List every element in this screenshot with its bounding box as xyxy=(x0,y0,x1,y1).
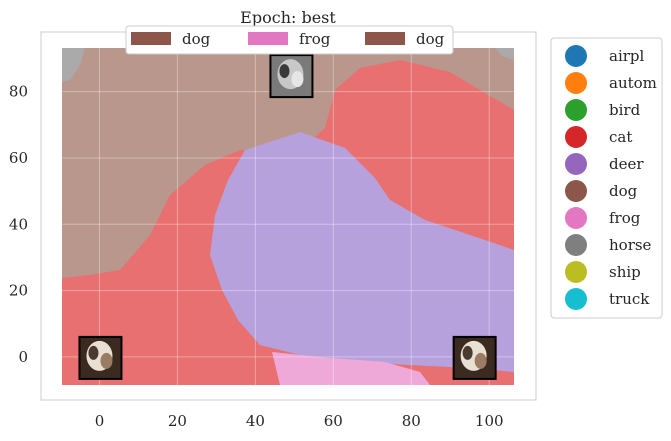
x-tick-label-4: 80 xyxy=(402,412,421,430)
region-frog xyxy=(272,352,430,385)
legend-label-dog: dog xyxy=(609,182,638,200)
legend-marker-frog xyxy=(565,207,587,229)
thumbnail-detail xyxy=(462,345,473,360)
sample-point-0 xyxy=(78,335,123,380)
y-tick-label-2: 40 xyxy=(9,215,28,233)
region-horse-right xyxy=(495,48,514,60)
legend-marker-deer xyxy=(565,153,587,175)
chart-title: Epoch: best xyxy=(240,8,336,27)
legend-label-airpl: airpl xyxy=(609,47,645,65)
legend-marker-autom xyxy=(565,72,587,94)
thumbnail-detail xyxy=(100,352,113,369)
legend-marker-airpl xyxy=(565,45,587,67)
x-tick-label-3: 60 xyxy=(324,412,343,430)
region-horse xyxy=(62,48,85,82)
x-tick-label-5: 100 xyxy=(475,412,504,430)
legend-marker-ship xyxy=(565,261,587,283)
sample-thumbnails xyxy=(78,54,497,380)
legend-label-horse: horse xyxy=(609,236,652,254)
legend-label-autom: autom xyxy=(609,74,657,92)
legend-marker-bird xyxy=(565,99,587,121)
top-legend-swatch-0 xyxy=(131,32,171,45)
top-legend-swatch-2 xyxy=(365,32,405,45)
thumbnail-detail xyxy=(88,345,99,360)
y-tick-label-0: 0 xyxy=(18,348,28,366)
legend-label-truck: truck xyxy=(609,290,650,308)
legend-marker-dog xyxy=(565,180,587,202)
x-tick-label-2: 40 xyxy=(246,412,265,430)
sample-point-2 xyxy=(452,335,497,380)
top-legend-swatch-1 xyxy=(248,32,288,45)
legend-label-deer: deer xyxy=(609,155,644,173)
x-axis: 0 20 40 60 80 100 xyxy=(95,412,504,430)
decision-regions xyxy=(62,48,514,385)
legend-marker-cat xyxy=(565,126,587,148)
legend-label-cat: cat xyxy=(609,128,632,146)
y-tick-label-3: 60 xyxy=(9,149,28,167)
y-tick-label-4: 80 xyxy=(9,83,28,101)
region-deer xyxy=(210,132,514,372)
region-dog xyxy=(62,48,514,278)
class-legend: airpl autom bird cat deer dog frog horse ship tru… xyxy=(550,37,663,319)
legend-label-bird: bird xyxy=(609,101,641,119)
thumbnail-detail xyxy=(279,64,290,79)
legend-marker-truck xyxy=(565,288,587,310)
sample-point-1 xyxy=(269,54,314,99)
top-legend: dog frog dog xyxy=(125,25,454,55)
y-axis: 0 20 40 60 80 xyxy=(9,83,28,366)
legend-marker-horse xyxy=(565,234,587,256)
x-tick-label-1: 20 xyxy=(168,412,187,430)
thumbnail-detail xyxy=(474,352,487,369)
top-legend-label-0: dog xyxy=(182,30,211,48)
x-tick-label-0: 0 xyxy=(95,412,105,430)
legend-label-ship: ship xyxy=(609,263,641,281)
y-tick-label-1: 20 xyxy=(9,282,28,300)
legend-label-frog: frog xyxy=(609,209,641,227)
thumbnail-detail xyxy=(291,71,304,88)
top-legend-label-2: dog xyxy=(416,30,445,48)
top-legend-label-1: frog xyxy=(299,30,331,48)
